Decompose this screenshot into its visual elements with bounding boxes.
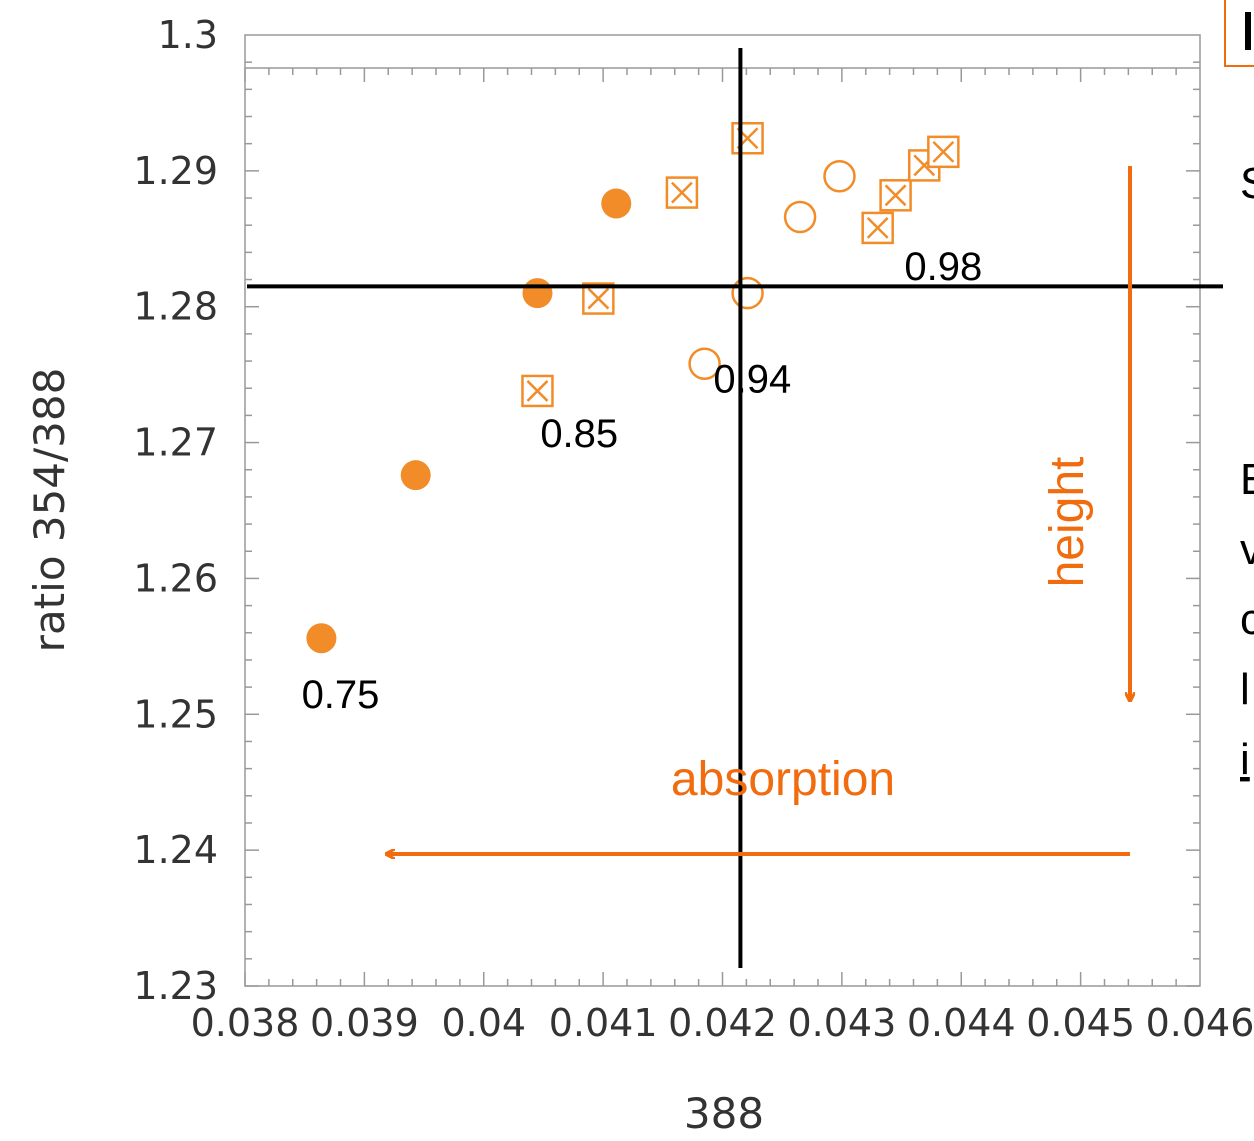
y-tick-label: 1.29 xyxy=(133,149,218,193)
y-tick-label: 1.23 xyxy=(133,964,218,1008)
y-tick-label: 1.27 xyxy=(133,421,218,465)
x-tick-label: 0.045 xyxy=(1026,1001,1135,1045)
data-point-crossed xyxy=(521,374,554,408)
data-point-crossed xyxy=(927,135,960,169)
side-text-s: S xyxy=(1240,159,1254,208)
data-point-filled xyxy=(306,623,337,654)
data-point-filled xyxy=(400,460,431,491)
height-label: height xyxy=(1041,457,1094,588)
point-labels: 0.75 0.85 0.94 0.98 xyxy=(302,245,983,717)
x-tick-label: 0.04 xyxy=(441,1001,526,1045)
data-points xyxy=(306,122,960,654)
x-tick-label: 0.041 xyxy=(549,1001,658,1045)
side-text-c: c xyxy=(1240,595,1254,644)
x-tick-label: 0.038 xyxy=(191,1001,300,1045)
data-point-crossed xyxy=(879,179,912,212)
axis-ticks xyxy=(244,61,1200,987)
data-point-crossed xyxy=(861,211,894,245)
x-axis-title: 388 xyxy=(684,1089,764,1138)
absorption-label: absorption xyxy=(671,753,895,806)
data-point-crossed xyxy=(665,176,699,209)
side-text-e: E xyxy=(1240,455,1254,504)
x-tick-label: 0.039 xyxy=(310,1001,419,1045)
data-point-filled xyxy=(522,278,553,309)
data-point-open xyxy=(783,200,817,234)
point-value-label: 0.94 xyxy=(713,358,791,402)
point-value-label: 0.75 xyxy=(302,673,380,717)
data-point-filled xyxy=(601,188,632,219)
data-point-crossed xyxy=(582,282,615,315)
y-axis-title: ratio 354/388 xyxy=(25,368,74,653)
side-text-l: l xyxy=(1240,665,1250,714)
y-tick-labels: 1.23 1.24 1.25 1.26 1.27 1.28 1.29 1.3 xyxy=(133,13,218,1008)
data-point-open xyxy=(688,347,721,381)
data-point-open xyxy=(731,276,764,310)
x-tick-label: 0.046 xyxy=(1146,1001,1254,1045)
x-tick-label: 0.042 xyxy=(668,1001,777,1045)
point-value-label: 0.85 xyxy=(540,412,618,456)
y-tick-label: 1.25 xyxy=(133,692,218,736)
y-tick-label: 1.26 xyxy=(133,556,218,600)
y-tick-label: 1.28 xyxy=(133,285,218,329)
x-tick-labels: 0.038 0.039 0.04 0.041 0.042 0.043 0.044 0.045 0… xyxy=(191,1001,1254,1045)
point-value-label: 0.98 xyxy=(904,245,982,289)
data-point-open xyxy=(823,160,856,193)
data-point-crossed xyxy=(731,122,764,155)
side-text-v: v xyxy=(1240,525,1254,574)
x-tick-label: 0.043 xyxy=(787,1001,896,1045)
side-title-glyph xyxy=(1245,12,1251,50)
side-text-i: i xyxy=(1240,735,1250,784)
y-tick-label: 1.24 xyxy=(133,828,218,872)
y-tick-label: 1.3 xyxy=(158,13,218,57)
x-tick-label: 0.044 xyxy=(907,1001,1016,1045)
